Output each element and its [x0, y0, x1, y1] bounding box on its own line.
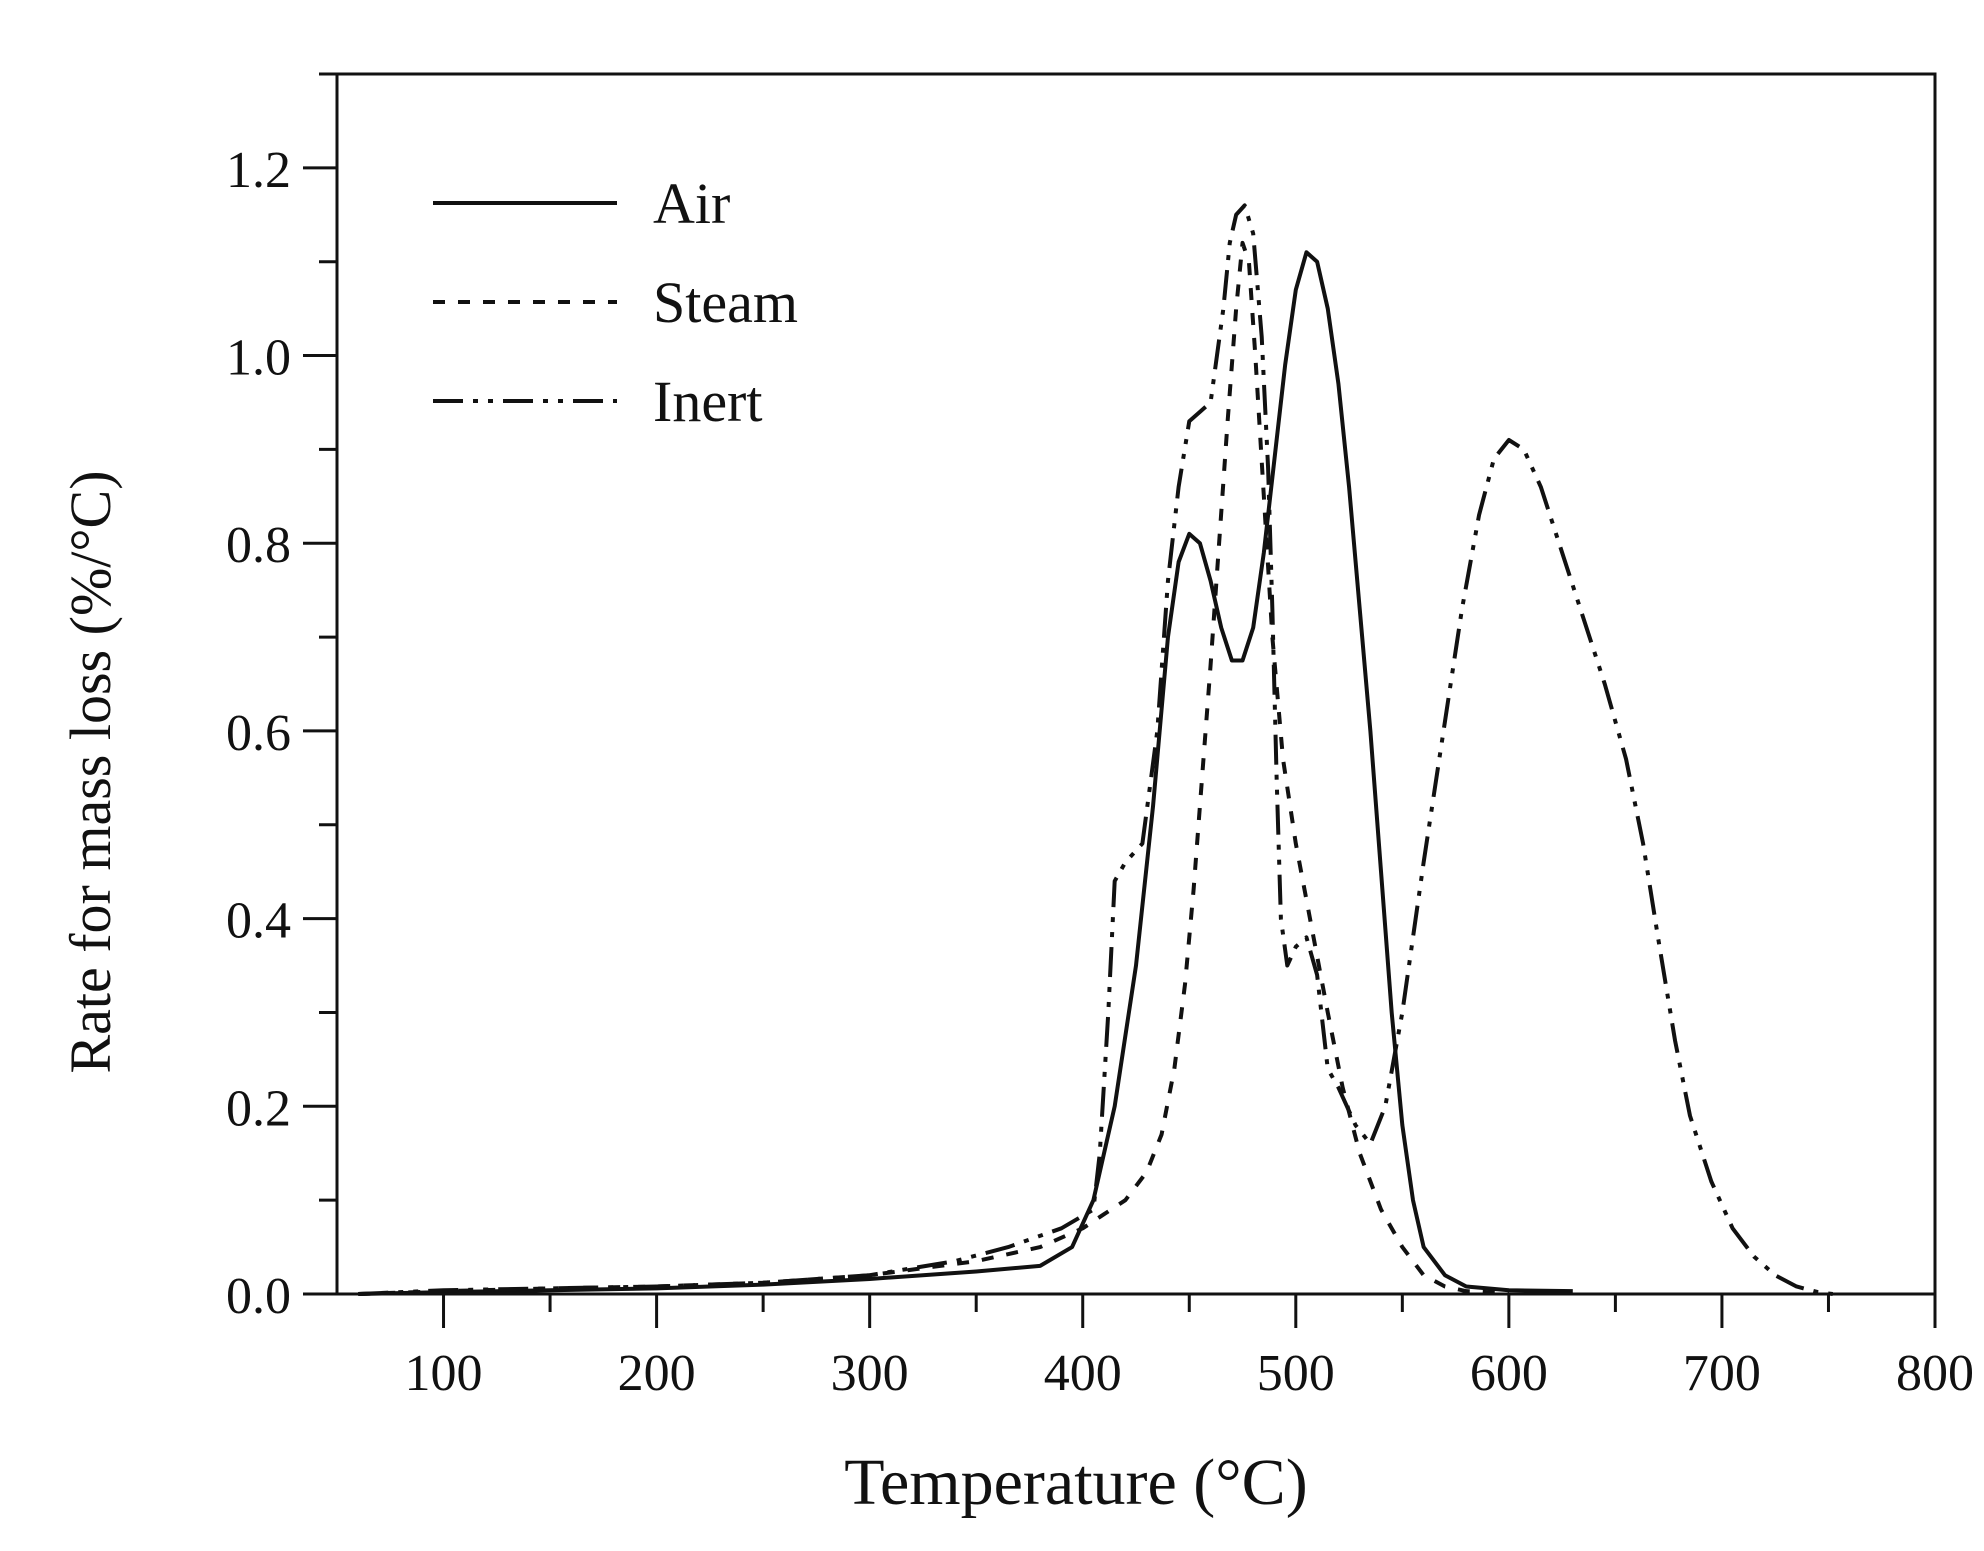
y-tick-label: 0.0 [226, 1268, 291, 1325]
y-tick-label: 0.6 [226, 705, 291, 762]
x-tick-label: 800 [1896, 1345, 1974, 1402]
legend: Air Steam Inert [433, 171, 798, 434]
y-tick-label: 1.2 [226, 142, 291, 199]
y-tick-label: 1.0 [226, 330, 291, 387]
y-tick-label: 0.8 [226, 517, 291, 574]
y-tick-label: 0.4 [226, 893, 291, 950]
plot-frame [335, 72, 1937, 1296]
x-tick-label: 600 [1470, 1345, 1548, 1402]
axes-layer: 0.0 0.2 0.4 0.6 0.8 1.0 1.2 100 200 300 400 500 600 7… [226, 72, 1974, 1402]
series-inert-line [358, 203, 1833, 1296]
x-tick-label: 500 [1257, 1345, 1335, 1402]
series-steam-line [358, 240, 1509, 1296]
series-air-line [358, 250, 1573, 1296]
legend-steam-label: Steam [653, 270, 798, 335]
x-tick-label: 300 [831, 1345, 909, 1402]
y-axis-label: Rate for mass loss (%/°C) [58, 470, 123, 1073]
x-tick-label: 200 [618, 1345, 696, 1402]
legend-inert-label: Inert [653, 369, 763, 434]
y-tick-label: 0.2 [226, 1080, 291, 1137]
legend-air-label: Air [653, 171, 730, 236]
x-tick-label: 400 [1044, 1345, 1122, 1402]
x-tick-label: 700 [1683, 1345, 1761, 1402]
series-layer [358, 203, 1833, 1296]
x-axis-label: Temperature (°C) [844, 1446, 1307, 1519]
x-tick-label: 100 [405, 1345, 483, 1402]
